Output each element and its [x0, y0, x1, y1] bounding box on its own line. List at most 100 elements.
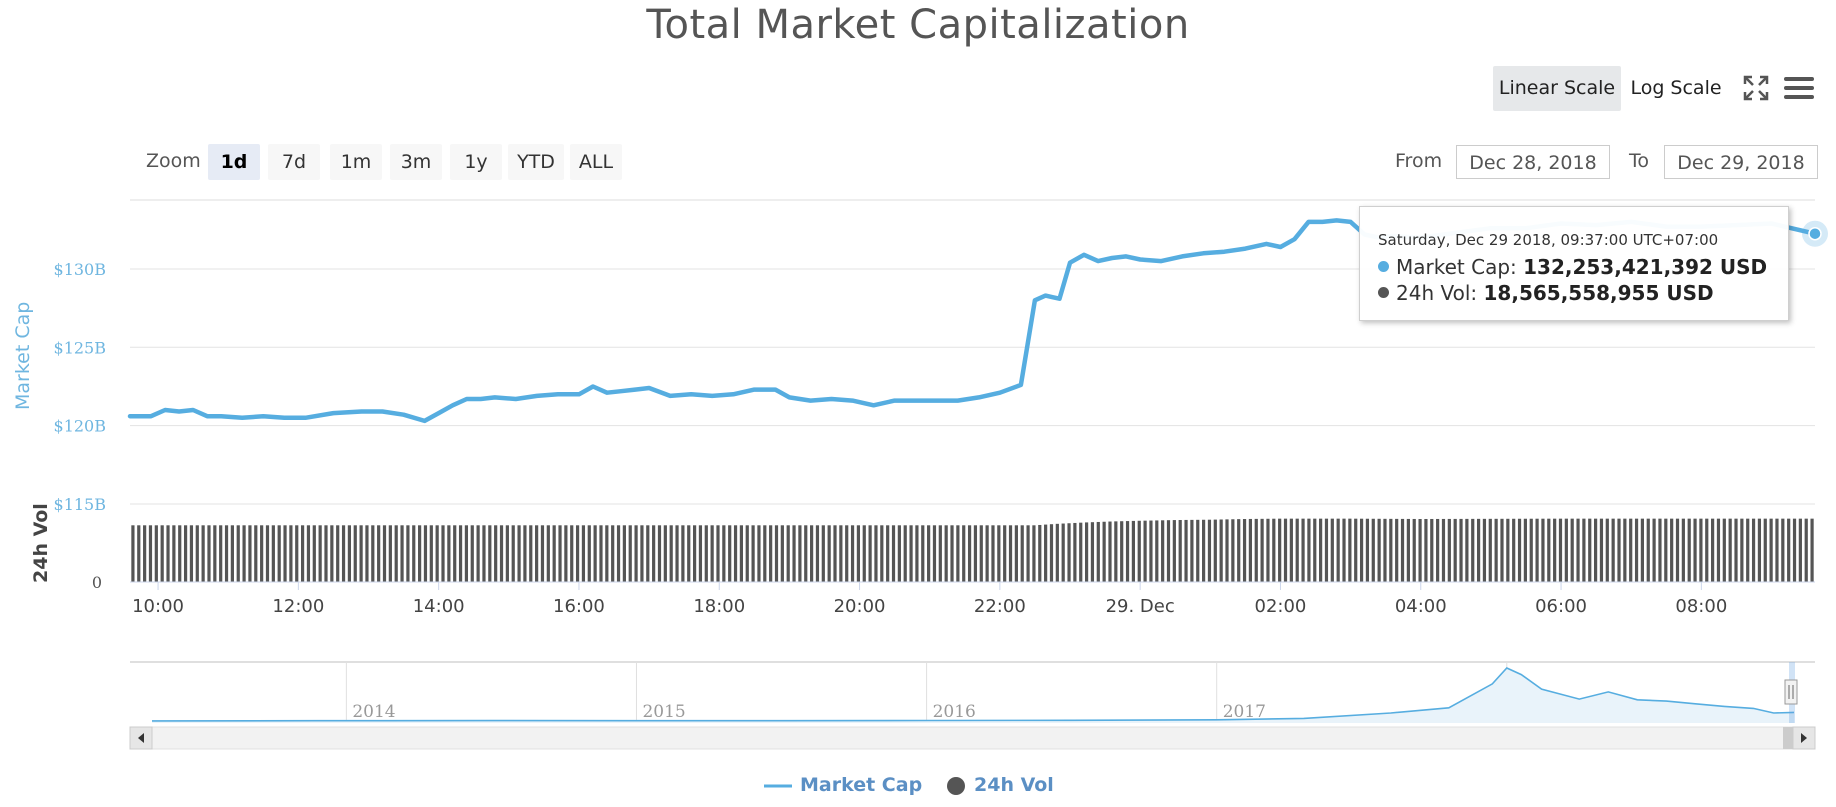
volume-bar — [1640, 518, 1645, 582]
volume-bar — [359, 525, 363, 582]
volume-bar — [1412, 518, 1416, 582]
market-cap-dot-icon — [1378, 261, 1389, 272]
volume-bar — [254, 525, 258, 582]
volume-bar — [1711, 518, 1715, 582]
volume-bar — [850, 525, 855, 582]
volume-bar — [745, 525, 749, 582]
volume-bar — [172, 525, 176, 582]
volume-bar — [909, 525, 913, 582]
volume-bar — [1670, 518, 1674, 582]
volume-bar — [628, 525, 632, 582]
zoom-button-1m[interactable]: 1m — [330, 144, 382, 180]
line-legend-icon — [764, 784, 792, 787]
volume-bar — [921, 525, 925, 582]
volume-bar — [1172, 520, 1176, 582]
volume-bar — [1634, 518, 1639, 582]
volume-bar — [453, 525, 457, 582]
volume-bar — [183, 525, 188, 582]
zoom-button-7d[interactable]: 7d — [268, 144, 320, 180]
volume-bar — [927, 525, 931, 582]
volume-bar — [166, 525, 170, 582]
volume-bar — [1371, 518, 1375, 582]
volume-bar — [616, 525, 621, 582]
volume-bar — [1336, 518, 1340, 582]
volume-bar — [1061, 523, 1065, 582]
volume-bar — [967, 525, 972, 582]
volume-bar — [1535, 518, 1539, 582]
volume-bar — [891, 525, 896, 582]
volume-bar — [476, 525, 480, 582]
legend-item-volume[interactable]: 24h Vol — [946, 774, 1054, 796]
volume-bar — [300, 525, 305, 582]
volume-bar — [1301, 518, 1305, 582]
volume-bar — [1582, 518, 1586, 582]
volume-bar — [143, 525, 147, 582]
zoom-button-3m[interactable]: 3m — [390, 144, 442, 180]
volume-bar — [605, 525, 609, 582]
volume-bar — [236, 525, 240, 582]
scrollbar-right-button[interactable] — [1792, 726, 1816, 750]
volume-bar — [201, 525, 205, 582]
volume-bar — [540, 525, 545, 582]
zoom-button-1d[interactable]: 1d — [208, 144, 260, 180]
zoom-button-all[interactable]: ALL — [570, 144, 622, 180]
volume-bar — [131, 525, 135, 582]
volume-bar — [511, 525, 515, 582]
from-date-input[interactable]: Dec 28, 2018 — [1456, 145, 1610, 179]
volume-bar — [1190, 519, 1194, 582]
volume-bar — [1184, 519, 1188, 582]
volume-bar — [1599, 518, 1604, 582]
volume-bar — [774, 525, 779, 582]
volume-bar — [1055, 523, 1059, 582]
volume-bar — [347, 525, 352, 582]
volume-bar — [845, 525, 849, 582]
x-tick-label: 22:00 — [974, 596, 1026, 617]
x-tick-label: 10:00 — [132, 596, 184, 617]
linear-scale-button[interactable]: Linear Scale — [1493, 66, 1621, 111]
volume-bar — [663, 525, 667, 582]
volume-bar — [295, 525, 299, 582]
volume-bar — [1792, 518, 1797, 582]
volume-bar — [1757, 518, 1762, 582]
volume-bar — [1020, 525, 1024, 582]
scrollbar-track — [129, 726, 1816, 750]
volume-bar — [1313, 518, 1317, 582]
scrollbar-thumb[interactable] — [1783, 727, 1793, 749]
volume-bar — [1436, 518, 1440, 582]
volume-bar — [137, 525, 141, 582]
zoom-button-1y[interactable]: 1y — [450, 144, 502, 180]
fullscreen-icon[interactable] — [1742, 74, 1770, 102]
volume-bar — [1629, 518, 1633, 582]
volume-bar — [1746, 518, 1750, 582]
navigator-scrollbar — [129, 726, 1816, 750]
volume-bar — [956, 525, 960, 582]
volume-bar — [839, 525, 843, 582]
volume-bar — [1547, 518, 1551, 582]
legend-market-cap-label: Market Cap — [800, 774, 923, 796]
volume-bar — [213, 525, 217, 582]
legend-item-market-cap[interactable]: Market Cap — [764, 774, 922, 796]
volume-bar — [230, 525, 234, 582]
volume-bar — [950, 525, 954, 582]
log-scale-button[interactable]: Log Scale — [1630, 77, 1722, 99]
zoom-button-ytd[interactable]: YTD — [508, 144, 564, 180]
scrollbar-left-button[interactable] — [129, 726, 153, 750]
volume-bar — [1049, 524, 1054, 582]
navigator-handle[interactable] — [1784, 679, 1798, 705]
volume-bar — [862, 525, 866, 582]
y-tick-label: $120B — [54, 417, 106, 436]
volume-bar — [412, 525, 416, 582]
volume-bar — [903, 525, 907, 582]
y-tick-label: $130B — [54, 260, 106, 279]
volume-bar — [558, 525, 562, 582]
hamburger-menu-icon[interactable] — [1783, 74, 1815, 102]
volume-bar — [962, 525, 966, 582]
volume-bar — [394, 525, 398, 582]
volume-bar — [207, 525, 211, 582]
to-date-input[interactable]: Dec 29, 2018 — [1664, 145, 1818, 179]
volume-bar — [388, 525, 392, 582]
x-tick-label: 14:00 — [413, 596, 465, 617]
volume-bar — [1623, 518, 1627, 582]
hover-point — [1808, 226, 1822, 241]
volume-bar — [242, 525, 246, 582]
